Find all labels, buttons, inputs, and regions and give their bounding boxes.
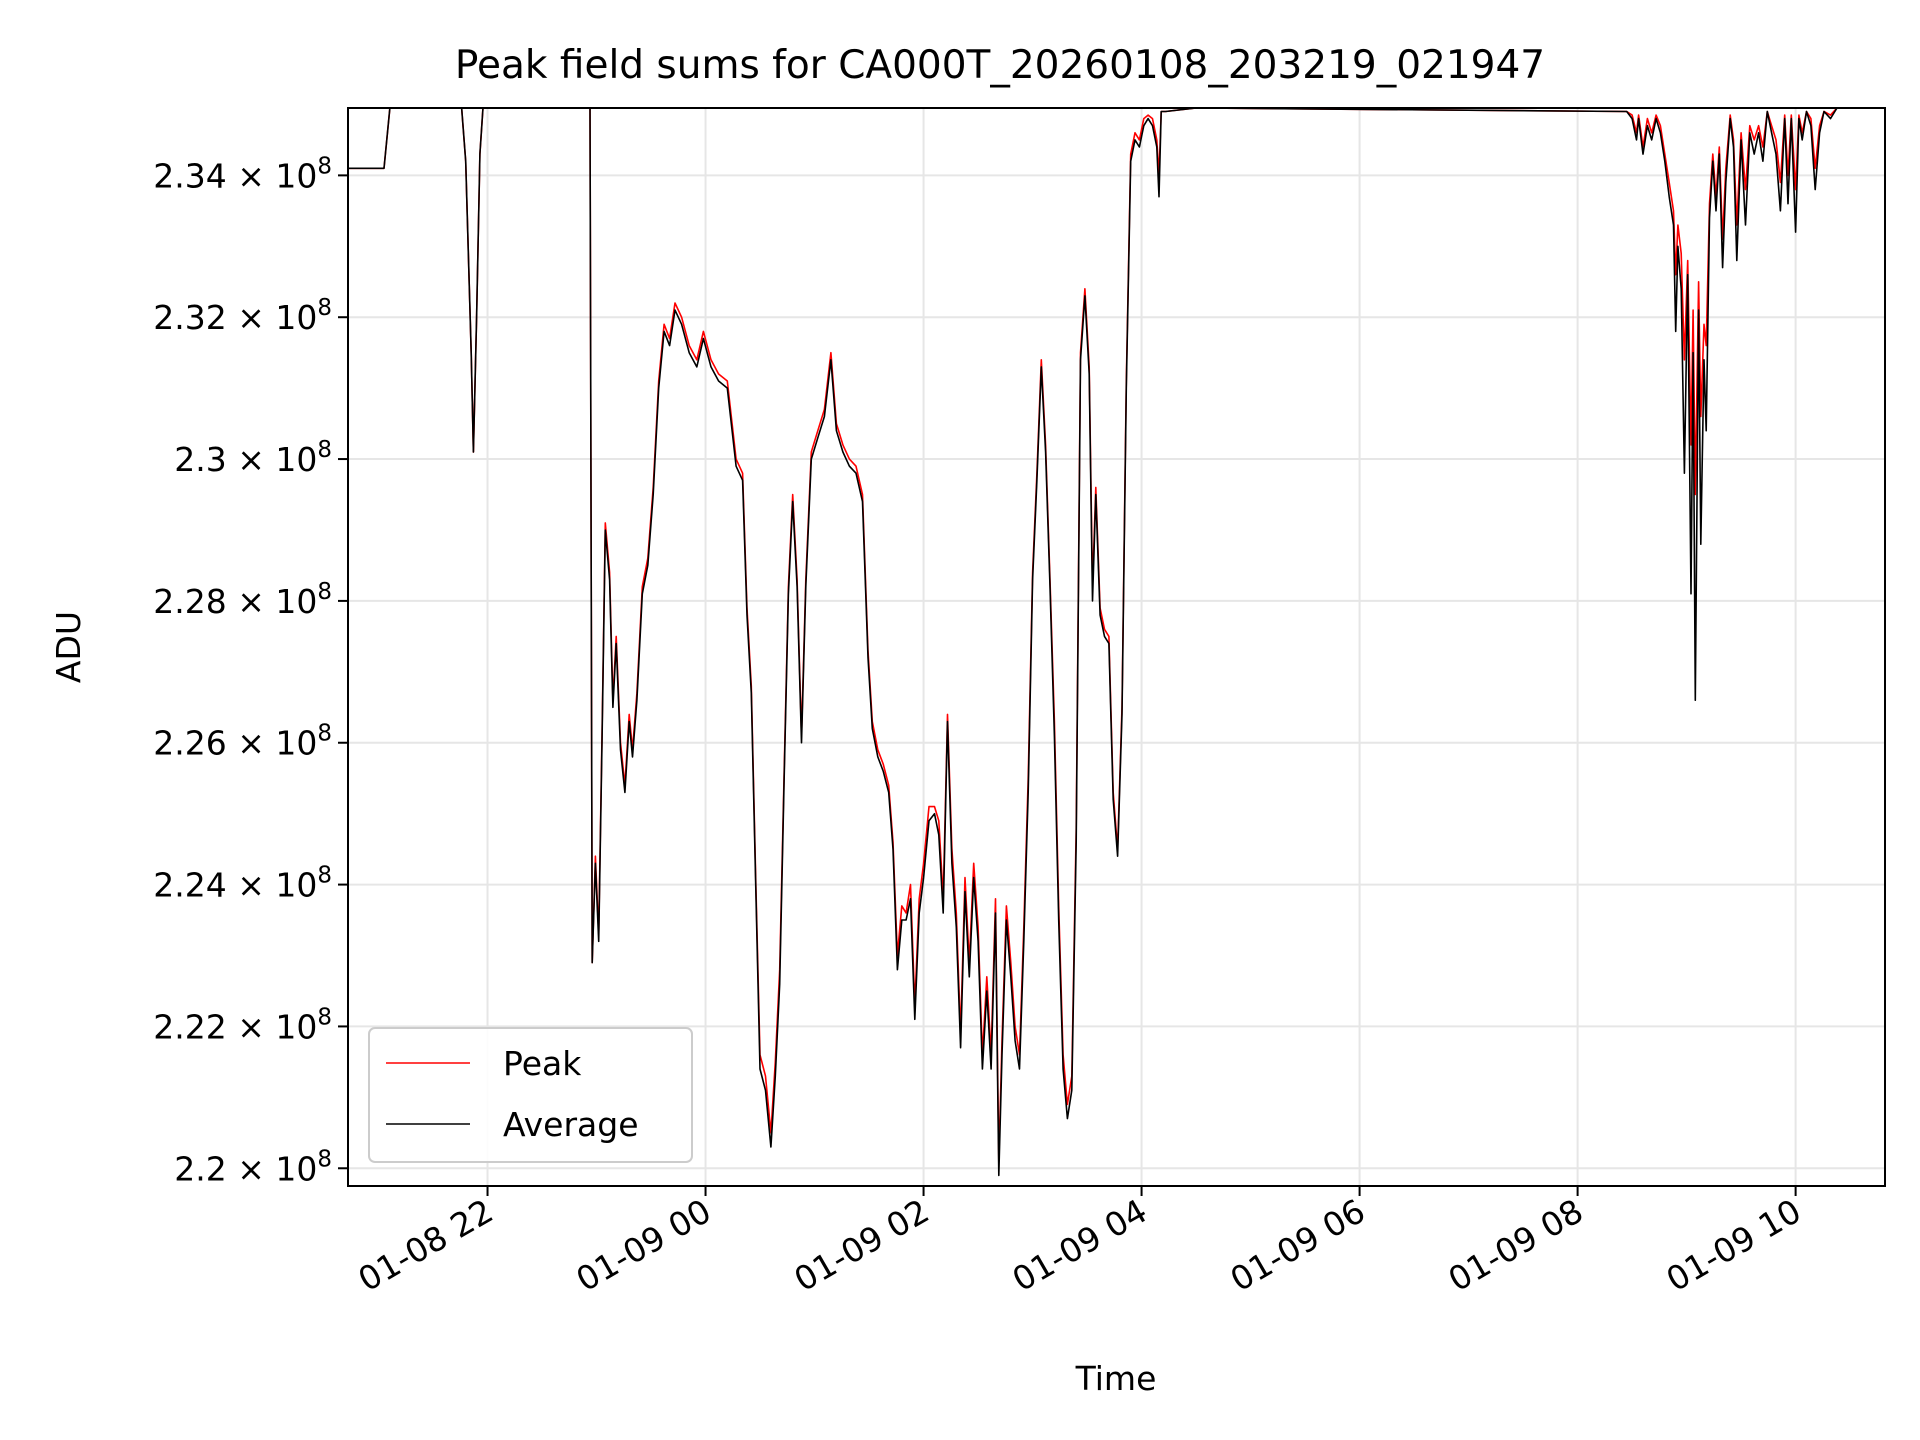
legend-box <box>368 1027 693 1163</box>
y-tick-label: 2.28 × 108 <box>153 579 332 621</box>
chart-title: Peak field sums for CA000T_20260108_2032… <box>455 43 1545 88</box>
y-tick-label: 2.22 × 108 <box>153 1004 332 1046</box>
y-tick-label: 2.2 × 108 <box>174 1146 332 1188</box>
x-axis-label: Time <box>1075 1359 1157 1398</box>
series-layer <box>348 108 1838 1177</box>
series-line-average <box>348 108 1838 1177</box>
y-tick-label: 2.32 × 108 <box>153 295 332 337</box>
legend-average-label: Average <box>503 1105 639 1144</box>
y-tick-label: 2.24 × 108 <box>153 863 332 905</box>
y-tick-label: 2.3 × 108 <box>174 437 332 479</box>
y-axis: 2.2 × 108 2.22 × 108 2.24 × 108 2.26 × 108 2… <box>153 153 348 1188</box>
legend-peak-label: Peak <box>503 1044 582 1083</box>
y-tick-label: 2.34 × 108 <box>153 153 332 195</box>
legend: Peak Average <box>368 1027 693 1163</box>
y-axis-label: ADU <box>49 611 88 683</box>
plot-frame <box>347 107 1886 1187</box>
y-tick-label: 2.26 × 108 <box>153 721 332 763</box>
